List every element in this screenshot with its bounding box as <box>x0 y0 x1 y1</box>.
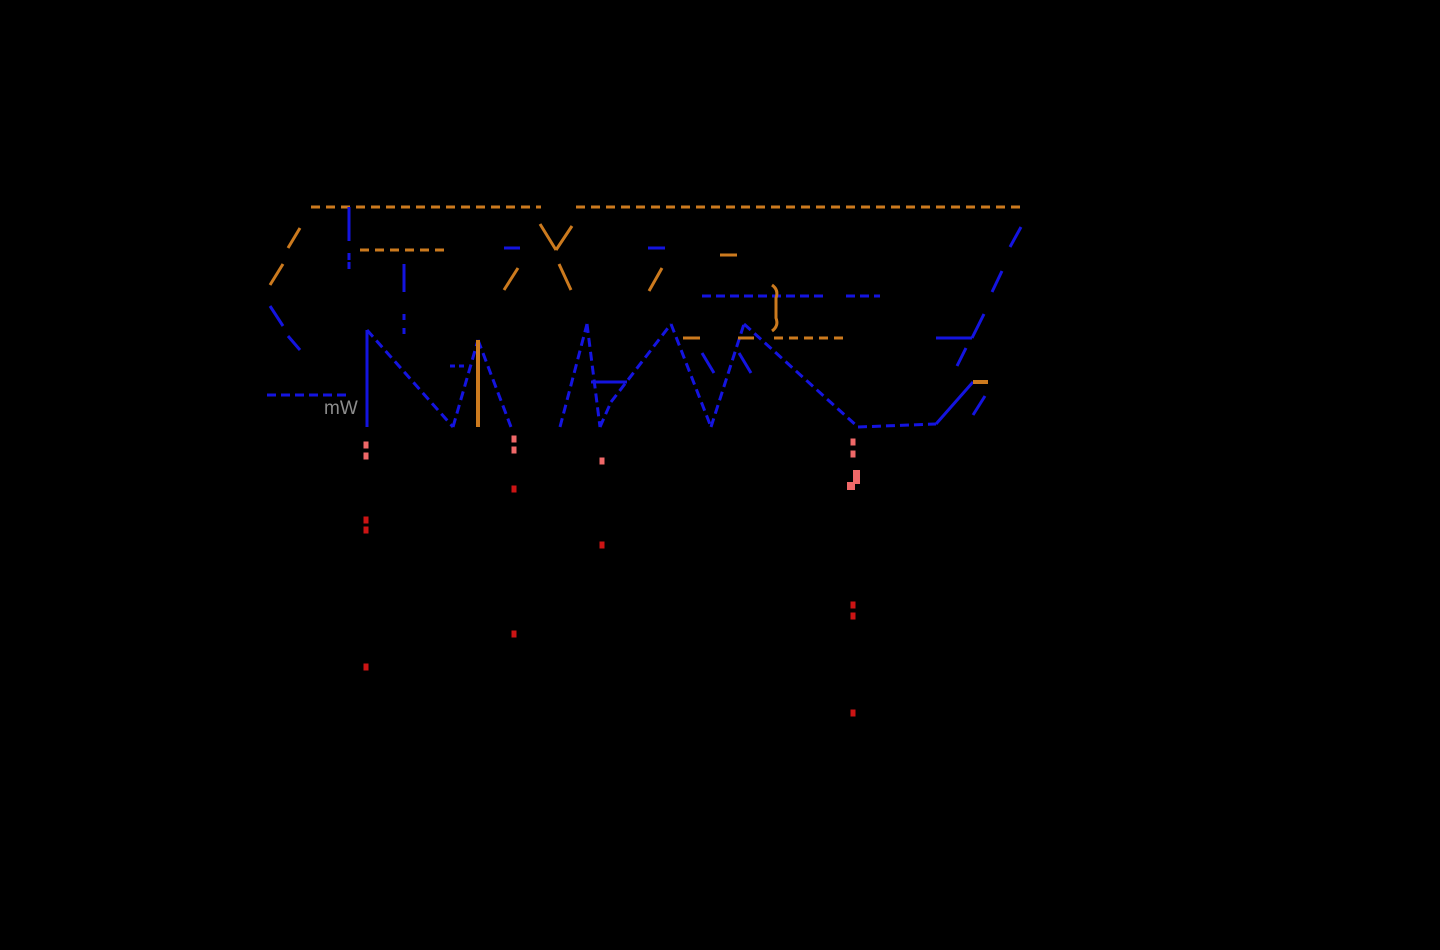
svg-text:mW: mW <box>324 398 358 419</box>
